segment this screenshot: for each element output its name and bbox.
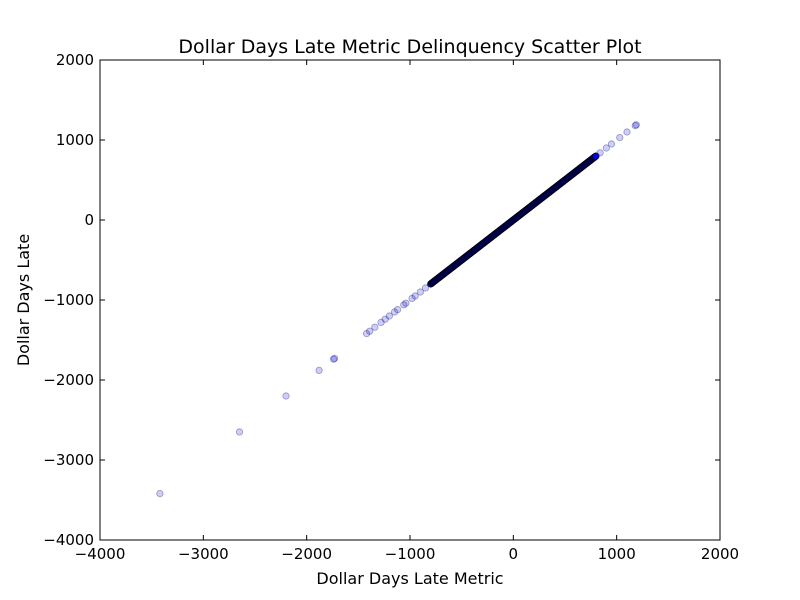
- data-point: [371, 323, 379, 331]
- data-point: [385, 312, 393, 320]
- y-axis-label: Dollar Days Late: [14, 234, 33, 366]
- x-tick-label: 1000: [598, 545, 636, 563]
- data-point: [602, 144, 610, 152]
- x-tick-label: 2000: [701, 545, 739, 563]
- y-tick-label: 2000: [56, 51, 94, 69]
- data-point: [390, 308, 399, 316]
- data-point: [400, 301, 408, 309]
- y-tick-label: 1000: [56, 131, 94, 149]
- data-point: [408, 294, 416, 302]
- data-point: [616, 134, 624, 142]
- data-point: [631, 122, 639, 130]
- data-point: [362, 329, 371, 338]
- data-point: [402, 299, 410, 307]
- y-tick-label: −4000: [43, 531, 94, 549]
- data-point: [235, 428, 244, 436]
- data-point: [632, 121, 640, 129]
- data-point: [416, 288, 424, 296]
- data-point: [607, 140, 616, 148]
- data-point: [381, 315, 389, 323]
- chart-title: Dollar Days Late Metric Delinquency Scat…: [178, 36, 641, 58]
- x-tick-label: −3000: [178, 545, 229, 563]
- data-point: [393, 305, 402, 314]
- data-point: [330, 354, 339, 362]
- y-tick-label: −3000: [43, 451, 94, 469]
- x-tick-label: −2000: [281, 545, 332, 563]
- points-layer: [156, 121, 640, 498]
- data-point: [282, 392, 290, 400]
- data-point: [329, 355, 338, 363]
- y-tick-label: 0: [84, 211, 94, 229]
- data-point: [315, 366, 323, 374]
- x-tick-label: −4000: [75, 545, 126, 563]
- x-tick-label: −1000: [385, 545, 436, 563]
- data-point: [377, 318, 385, 326]
- data-point: [592, 152, 600, 160]
- data-point: [366, 327, 374, 335]
- data-point: [156, 489, 164, 498]
- data-point: [421, 284, 430, 292]
- x-tick-label: 0: [509, 545, 519, 563]
- y-tick-label: −2000: [43, 371, 94, 389]
- data-point: [411, 292, 419, 300]
- ticks-layer: −4000 −3000 −2000 −1000 0 1000 2000 −4000 −3000 −…: [43, 51, 739, 563]
- x-axis-label: Dollar Days Late Metric: [316, 569, 503, 588]
- data-point: [623, 128, 631, 136]
- y-tick-label: −1000: [43, 291, 94, 309]
